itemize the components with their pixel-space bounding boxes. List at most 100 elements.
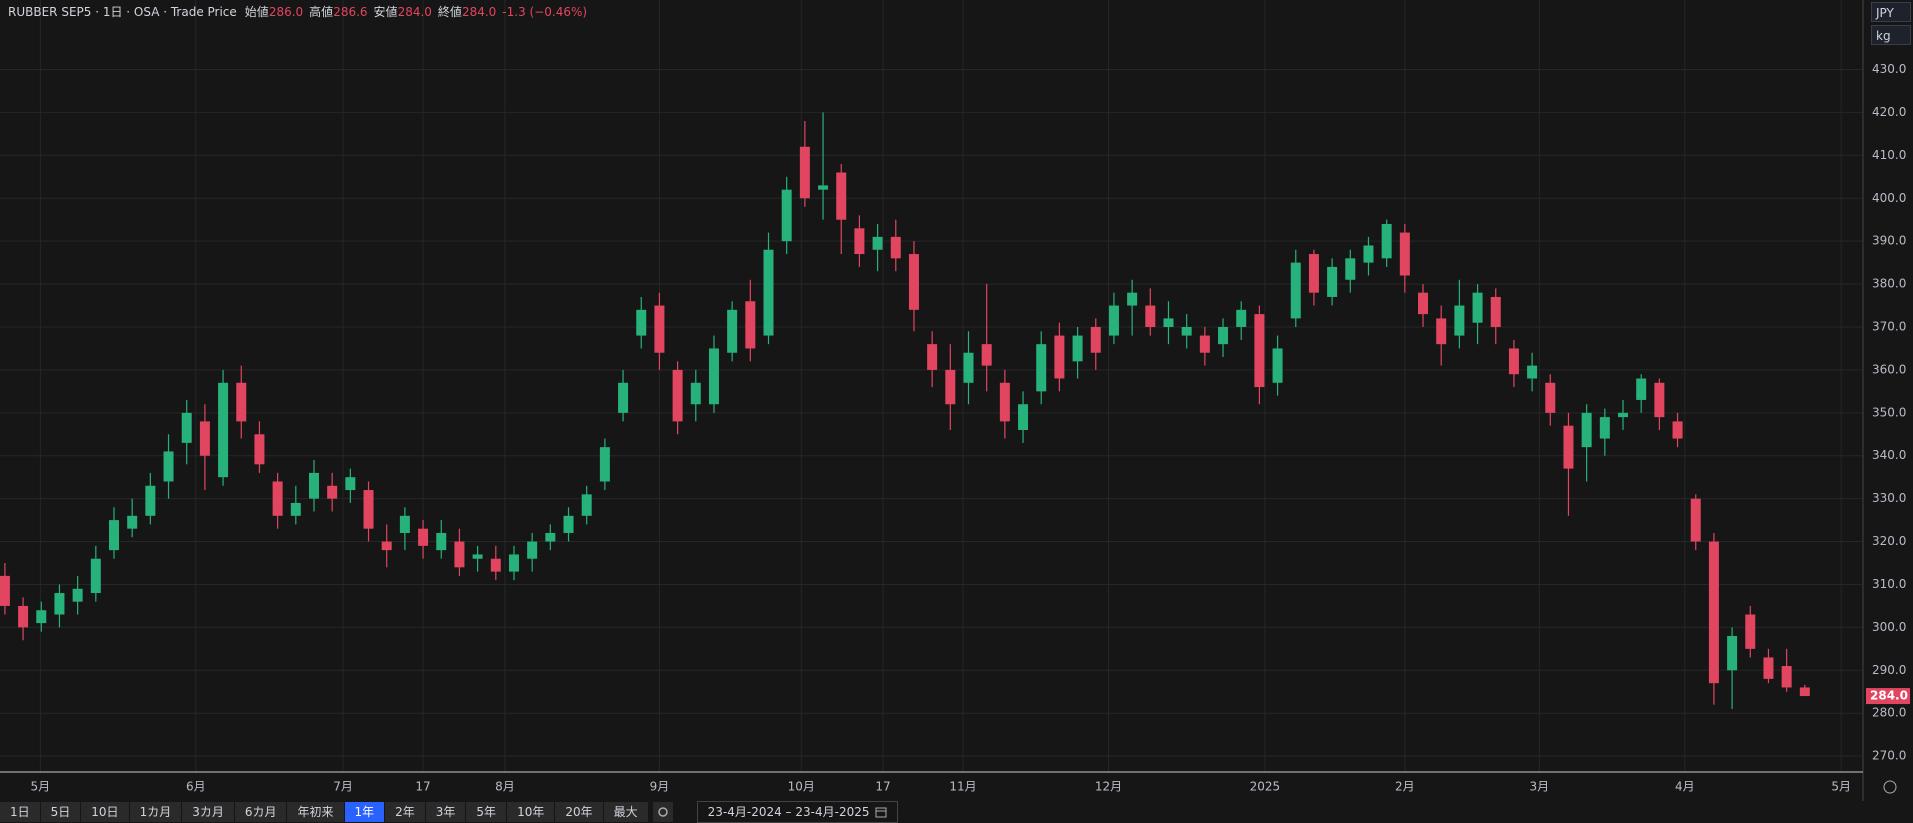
candle-body — [1618, 412, 1629, 418]
range-button[interactable]: 最大 — [603, 802, 648, 822]
last-price-badge — [1866, 688, 1910, 705]
candle-body — [1308, 254, 1319, 293]
candle-body — [708, 348, 719, 405]
candle-body — [18, 605, 29, 628]
range-button[interactable]: 1カ月 — [129, 802, 182, 822]
y-tick-label: 420.0 — [1872, 105, 1906, 119]
unit-select[interactable]: kg — [1871, 25, 1911, 45]
candle-body — [1145, 305, 1156, 327]
range-button[interactable]: 3カ月 — [182, 802, 234, 822]
range-button[interactable]: 6カ月 — [234, 802, 287, 822]
y-tick-label: 320.0 — [1872, 534, 1906, 548]
candle-body — [1799, 687, 1810, 697]
y-tick-label: 330.0 — [1872, 491, 1906, 505]
range-button[interactable]: 2年 — [385, 802, 425, 822]
candle-body — [472, 554, 483, 559]
x-tick-label: 4月 — [1675, 780, 1695, 794]
candle-body — [818, 185, 829, 190]
y-tick-label: 390.0 — [1872, 234, 1906, 248]
candle-body — [1581, 412, 1592, 448]
range-button[interactable]: 5日 — [40, 802, 81, 822]
settings-icon[interactable] — [1883, 780, 1897, 794]
candle-body — [1327, 266, 1338, 297]
x-tick-label: 5月 — [1831, 780, 1851, 794]
x-tick-label: 2025 — [1250, 780, 1281, 794]
y-tick-label: 410.0 — [1872, 148, 1906, 162]
candle-body — [381, 541, 392, 551]
x-tick-label: 8月 — [495, 780, 515, 794]
candle-body — [236, 382, 247, 422]
range-button[interactable]: 20年 — [555, 802, 603, 822]
range-button[interactable]: 10日 — [81, 802, 129, 822]
y-tick-label: 430.0 — [1872, 62, 1906, 76]
candle-body — [272, 481, 283, 516]
candle-body — [1345, 258, 1356, 280]
candle-body — [290, 502, 301, 516]
candle-body — [418, 528, 429, 546]
candle-body — [854, 228, 865, 255]
candle-body — [508, 554, 519, 572]
candle-body — [872, 236, 883, 250]
candle-body — [1018, 404, 1029, 430]
gear-button[interactable] — [652, 802, 673, 822]
x-tick-label: 7月 — [333, 780, 353, 794]
candle-body — [1272, 348, 1283, 383]
candle-body — [1745, 614, 1756, 649]
candle-body — [454, 541, 465, 568]
candle-body — [599, 447, 610, 482]
x-tick-label: 17 — [875, 780, 890, 794]
candle-body — [399, 515, 410, 533]
range-button[interactable]: 1年 — [344, 802, 385, 822]
range-button[interactable]: 1日 — [0, 802, 40, 822]
range-button[interactable]: 10年 — [507, 802, 555, 822]
candle-body — [1527, 365, 1538, 379]
candle-body — [745, 301, 756, 349]
candle-body — [490, 558, 501, 572]
gear-icon — [657, 807, 668, 817]
header: RUBBER SEP5 · 1日 · OSA · Trade Price 始値28… — [8, 4, 587, 19]
candle-body — [36, 610, 47, 624]
candle-body — [1418, 292, 1429, 315]
x-tick-label: 12月 — [1095, 780, 1122, 794]
candle-body — [1763, 657, 1774, 679]
candle-body — [1163, 318, 1174, 327]
y-tick-label: 360.0 — [1872, 362, 1906, 376]
x-tick-label: 2月 — [1395, 780, 1415, 794]
symbol: RUBBER SEP5 · 1日 · OSA · Trade Price — [8, 5, 237, 19]
candle-body — [1490, 296, 1501, 327]
candle-body — [1218, 326, 1229, 345]
candle-body — [1436, 318, 1447, 345]
candle-body — [1636, 378, 1647, 400]
candle-body — [618, 382, 629, 413]
candle-body — [1127, 292, 1138, 306]
candle-body — [690, 382, 701, 405]
range-button[interactable]: 5年 — [466, 802, 507, 822]
candle-body — [163, 451, 174, 482]
candle-body — [1381, 224, 1392, 259]
date-range[interactable]: 23-4月-2024 – 23-4月-2025 — [696, 801, 899, 823]
y-tick-label: 310.0 — [1872, 577, 1906, 591]
y-tick-label: 350.0 — [1872, 405, 1906, 419]
candle-body — [108, 520, 119, 551]
value: 286.6 — [333, 5, 367, 19]
candle-body — [218, 382, 229, 478]
range-button[interactable]: 3年 — [425, 802, 466, 822]
y-tick-label: 370.0 — [1872, 319, 1906, 333]
candle-body — [527, 541, 538, 559]
candle-body — [1599, 417, 1610, 439]
x-tick-label: 5月 — [31, 780, 51, 794]
candle-body — [1054, 335, 1065, 379]
candle-body — [1108, 305, 1119, 336]
candle-body — [1672, 421, 1683, 439]
label: 終値 — [438, 4, 462, 19]
candle-body — [1036, 344, 1047, 392]
currency-select[interactable]: JPY — [1871, 2, 1911, 22]
calendar-icon — [875, 807, 887, 818]
candle-body — [436, 532, 447, 551]
range-button[interactable]: 年初来 — [287, 802, 344, 822]
candle-body — [90, 558, 101, 594]
x-tick-label: 17 — [415, 780, 430, 794]
candle-body — [1563, 425, 1574, 469]
candle-body — [254, 434, 265, 465]
